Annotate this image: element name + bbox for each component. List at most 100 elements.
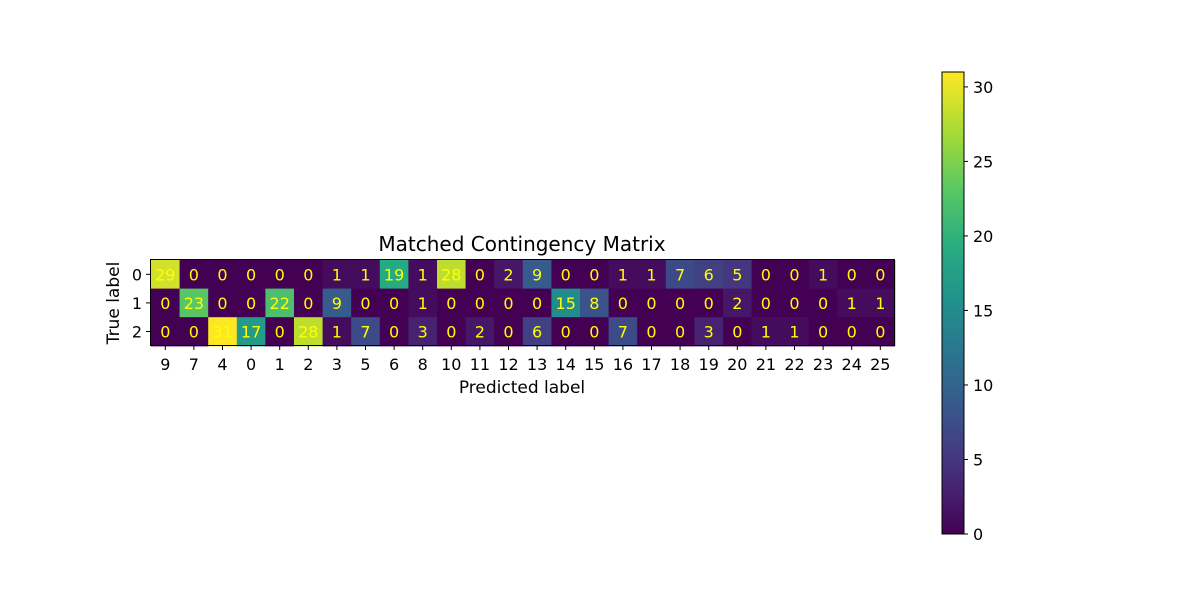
heatmap-cell (723, 260, 753, 290)
x-tick-label: 7 (189, 355, 199, 374)
x-tick-label: 13 (527, 355, 547, 374)
cell-annotations: 29 0 0 0 0 0 1 1 19 1 28 0 2 9 0 0 1 1 7 6 5 0 0 1 0 00 23 0 0 22 0 9 0 0… (155, 265, 885, 341)
cell-value: 0 (761, 294, 771, 313)
heatmap-cell (751, 317, 781, 347)
heatmap-cell (551, 260, 581, 290)
colorbar-tick-label: 20 (973, 227, 993, 246)
cell-value: 0 (160, 323, 170, 342)
cell-value: 0 (503, 294, 513, 313)
cell-value: 23 (184, 294, 204, 313)
y-axis-label: True label (104, 262, 124, 346)
cell-value: 0 (646, 294, 656, 313)
cell-value: 1 (761, 323, 771, 342)
cell-value: 0 (246, 294, 256, 313)
heatmap-cell (179, 260, 209, 290)
heatmap-cell (808, 317, 838, 347)
cell-value: 0 (303, 294, 313, 313)
cell-value: 0 (761, 265, 771, 284)
cell-value: 1 (818, 265, 828, 284)
cell-value: 17 (241, 323, 261, 342)
heatmap-cell (494, 288, 524, 318)
cell-value: 22 (270, 294, 290, 313)
heatmap-cell (151, 288, 181, 318)
heatmap-cell (637, 260, 667, 290)
cell-value: 1 (847, 294, 857, 313)
heatmap-cell (665, 317, 695, 347)
x-tick-label: 20 (727, 355, 747, 374)
heatmap-cell (522, 260, 552, 290)
cell-value: 0 (160, 294, 170, 313)
cell-value: 0 (389, 323, 399, 342)
colorbar-tick-label: 5 (973, 450, 983, 469)
colorbar-tick-label: 15 (973, 301, 993, 320)
cell-value: 0 (561, 265, 571, 284)
heatmap-frame (150, 259, 895, 346)
cell-value: 1 (789, 323, 799, 342)
cell-value: 0 (503, 323, 513, 342)
heatmap-cell (322, 288, 352, 318)
heatmap-cell (866, 317, 896, 347)
cell-value: 0 (847, 323, 857, 342)
heatmap-cell (151, 260, 181, 290)
x-tick-label: 24 (842, 355, 862, 374)
heatmap-cell (408, 288, 438, 318)
heatmap-cell (808, 260, 838, 290)
cell-value: 0 (704, 294, 714, 313)
heatmap-cell (351, 260, 381, 290)
cell-value: 9 (532, 265, 542, 284)
heatmap-cell (465, 317, 495, 347)
heatmap-cell (780, 260, 810, 290)
cell-value: 1 (646, 265, 656, 284)
heatmap-cell (665, 260, 695, 290)
cell-value: 0 (246, 265, 256, 284)
cell-value: 1 (360, 265, 370, 284)
heatmap-cell (837, 288, 867, 318)
y-tick-label: 1 (132, 294, 142, 313)
x-tick-label: 2 (303, 355, 313, 374)
heatmap-cell (751, 288, 781, 318)
cell-value: 1 (618, 265, 628, 284)
heatmap-cell (465, 288, 495, 318)
cell-value: 0 (446, 294, 456, 313)
heatmap-cell (694, 260, 724, 290)
heatmap-cells (151, 260, 896, 347)
cell-value: 0 (217, 265, 227, 284)
cell-value: 3 (418, 323, 428, 342)
cell-value: 0 (618, 294, 628, 313)
x-tick-label: 1 (275, 355, 285, 374)
x-tick-label: 8 (418, 355, 428, 374)
heatmap-cell (522, 288, 552, 318)
x-tick-label: 19 (699, 355, 719, 374)
cell-value: 0 (532, 294, 542, 313)
x-tick-label: 3 (332, 355, 342, 374)
x-tick-label: 17 (641, 355, 661, 374)
heatmap-cell (437, 317, 467, 347)
heatmap-cell (580, 288, 610, 318)
heatmap-cell (866, 260, 896, 290)
heatmap-cell (551, 288, 581, 318)
heatmap-cell (379, 288, 409, 318)
cell-value: 2 (732, 294, 742, 313)
x-tick-label: 22 (784, 355, 804, 374)
cell-value: 31 (212, 323, 232, 342)
cell-value: 1 (332, 265, 342, 284)
cell-value: 0 (732, 323, 742, 342)
heatmap-cell (236, 288, 266, 318)
heatmap-cell (551, 317, 581, 347)
cell-value: 1 (418, 294, 428, 313)
cell-value: 28 (441, 265, 461, 284)
cell-value: 0 (189, 265, 199, 284)
heatmap-cell (637, 288, 667, 318)
x-axis-label: Predicted label (459, 378, 585, 398)
cell-value: 0 (446, 323, 456, 342)
colorbar-tick-label: 10 (973, 376, 993, 395)
heatmap-cell (522, 317, 552, 347)
heatmap-cell (780, 288, 810, 318)
heatmap-cell (265, 260, 295, 290)
cell-value: 0 (875, 323, 885, 342)
cell-value: 29 (155, 265, 175, 284)
x-tick-label: 11 (470, 355, 490, 374)
colorbar-ticks: 0 5 10 15 20 25 30 (964, 78, 993, 544)
x-tick-label: 25 (870, 355, 890, 374)
heatmap-cell (723, 288, 753, 318)
